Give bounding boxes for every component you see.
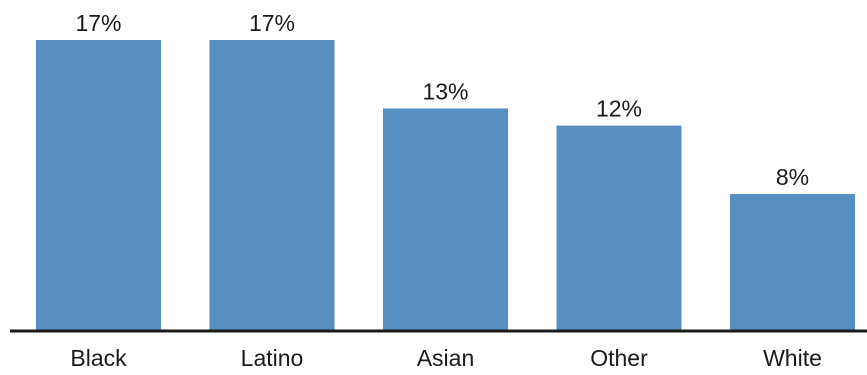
bar-black <box>36 40 161 331</box>
x-tick-label-asian: Asian <box>417 345 475 371</box>
bar-white <box>730 194 855 331</box>
x-tick-label-latino: Latino <box>241 345 304 371</box>
x-tick-label-other: Other <box>590 345 648 371</box>
x-tick-labels-group: Black Latino Asian Other White <box>70 345 822 371</box>
bars-group <box>36 40 855 332</box>
bar-asian <box>383 108 508 332</box>
value-label-other: 12% <box>596 96 642 122</box>
x-tick-label-black: Black <box>70 345 127 371</box>
value-label-latino: 17% <box>249 10 295 36</box>
value-label-black: 17% <box>75 10 121 36</box>
bar-other <box>556 125 682 332</box>
value-label-asian: 13% <box>422 78 468 104</box>
value-labels-group: 17% 17% 13% 12% 8% <box>75 10 809 190</box>
value-label-white: 8% <box>776 164 809 190</box>
bar-latino <box>209 40 335 331</box>
x-tick-label-white: White <box>763 345 822 371</box>
